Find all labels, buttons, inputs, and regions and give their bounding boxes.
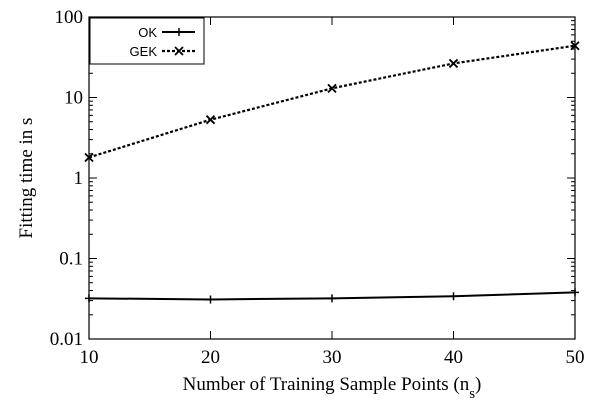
x-tick-label: 10	[80, 347, 99, 368]
x-axis-title-close: )	[475, 374, 481, 395]
y-tick-label: 10	[64, 88, 83, 109]
x-tick-label: 50	[566, 347, 585, 368]
data-point-gek	[448, 58, 459, 69]
x-tick-label: 30	[323, 347, 342, 368]
data-point-ok	[449, 292, 458, 301]
data-point-gek	[205, 115, 216, 125]
x-tick-label: 40	[444, 347, 463, 368]
x-axis-title-subscript: s	[469, 386, 475, 402]
y-tick-label: 100	[55, 7, 84, 28]
data-point-ok	[206, 295, 215, 304]
y-axis-title: Fitting time in s	[16, 118, 37, 239]
data-point-ok	[328, 294, 336, 303]
series-layer	[84, 41, 580, 304]
legend-label-gek: GEK	[130, 44, 158, 59]
legend-box	[89, 17, 205, 65]
legend-marker-ok	[175, 28, 183, 36]
y-tick-label: 0.01	[50, 329, 83, 350]
x-tick-label: 20	[201, 347, 220, 368]
tick-labels: 0.01 0.1 1 10 100 10 20 30 40 50	[50, 7, 585, 368]
y-tick-label: 1	[74, 168, 84, 189]
y-tick-label: 0.1	[59, 249, 83, 270]
plot-frame	[88, 16, 576, 340]
legend-marker-gek	[174, 46, 184, 56]
legend-label-ok: OK	[138, 25, 157, 40]
legend: OK GEK	[89, 17, 205, 65]
axis-ticks	[88, 16, 576, 340]
x-axis-title-main: Number of Training Sample Points (n	[183, 374, 470, 395]
x-axis-title: Number of Training Sample Points (ns)	[183, 374, 482, 402]
data-point-gek	[327, 83, 337, 93]
